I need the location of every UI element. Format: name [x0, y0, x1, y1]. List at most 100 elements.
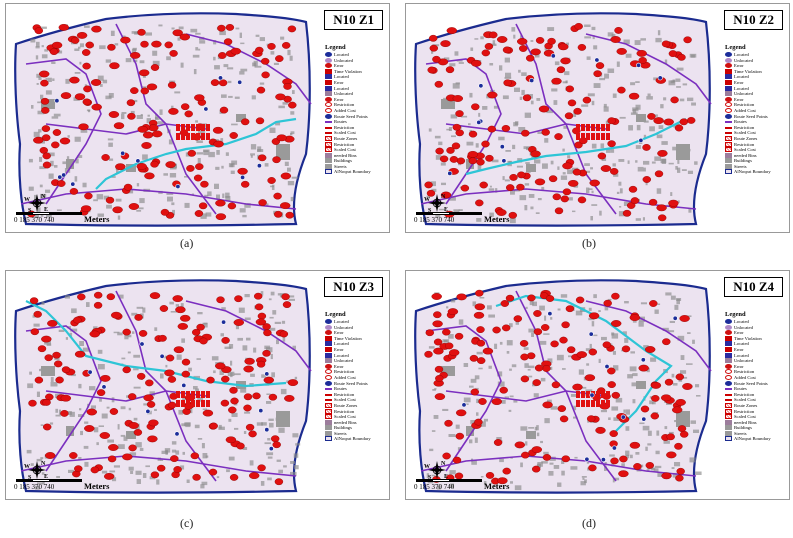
compass-south: S — [428, 475, 432, 481]
bin-cluster — [601, 391, 605, 398]
building — [554, 61, 560, 66]
building — [542, 163, 548, 169]
legend-item-label: Restriction — [334, 408, 355, 414]
bin-marker — [520, 375, 530, 383]
bin-marker — [240, 118, 250, 126]
building — [505, 150, 511, 152]
building — [489, 212, 494, 217]
bin-cluster — [606, 391, 610, 398]
legend-item-label: Scaled Cost — [734, 130, 756, 136]
building — [220, 333, 224, 337]
building — [41, 54, 48, 59]
building — [131, 312, 138, 316]
building — [73, 97, 80, 101]
legend-item-label: Route Seed Points — [734, 380, 768, 386]
building — [101, 470, 108, 474]
legend-item: AlNoqrat Boundary — [725, 436, 785, 442]
building — [487, 305, 492, 310]
bin-marker — [661, 472, 672, 480]
building — [639, 422, 645, 425]
bin-marker — [127, 112, 136, 120]
bin-marker — [478, 398, 487, 405]
purple-line-icon — [325, 121, 332, 124]
bin-marker — [145, 379, 154, 387]
building — [612, 350, 616, 355]
building — [604, 466, 607, 471]
building — [155, 114, 158, 120]
building — [512, 144, 516, 150]
seed-point — [61, 172, 67, 178]
gray-fill-icon — [725, 430, 732, 436]
building — [239, 32, 242, 38]
bin-marker — [429, 44, 438, 52]
bin-marker — [531, 465, 541, 473]
bin-marker — [74, 93, 86, 101]
bin-marker — [435, 147, 444, 155]
gray-fill-icon — [325, 163, 332, 169]
bin-marker — [560, 57, 571, 65]
building — [158, 24, 163, 27]
building — [664, 59, 668, 64]
building — [39, 166, 46, 170]
bin-marker — [96, 389, 106, 397]
building — [676, 86, 681, 88]
legend-item-label: Located — [334, 319, 349, 324]
building — [45, 189, 51, 193]
bin-marker — [452, 95, 463, 102]
building — [193, 386, 198, 390]
bin-marker — [262, 323, 271, 330]
legend-item: Error — [725, 330, 785, 336]
legend-item-label: Route Seed Points — [734, 113, 768, 119]
building — [269, 327, 276, 331]
bin-marker — [149, 292, 161, 299]
bin-marker — [597, 152, 607, 160]
building-block — [276, 411, 290, 427]
red-ring-icon — [725, 102, 732, 108]
bin-marker — [227, 202, 237, 210]
building-block — [126, 431, 136, 439]
compass-east: E — [444, 207, 448, 213]
building — [657, 30, 661, 36]
bin-marker — [134, 314, 143, 321]
building — [293, 453, 299, 458]
bin-marker — [496, 209, 507, 216]
bin-cluster — [196, 133, 200, 140]
building — [84, 461, 89, 467]
building — [117, 424, 120, 430]
legend-item: Streets — [325, 163, 385, 170]
building — [529, 300, 534, 306]
building — [428, 346, 435, 349]
bin-marker — [55, 376, 64, 384]
bin-marker — [30, 328, 39, 336]
bin-marker — [41, 125, 51, 133]
bin-marker — [470, 388, 480, 396]
building — [107, 439, 114, 443]
bin-cluster — [591, 400, 595, 407]
building — [131, 31, 138, 34]
building — [139, 60, 145, 64]
bin-cluster — [576, 133, 580, 140]
bin-marker — [147, 435, 158, 443]
building — [235, 27, 240, 30]
building — [667, 330, 675, 333]
compass-west: W — [424, 464, 430, 470]
building — [511, 364, 517, 368]
legend-item: Error — [325, 63, 385, 69]
bin-marker — [670, 96, 679, 104]
building — [497, 381, 505, 387]
bin-marker — [554, 207, 564, 215]
building — [201, 481, 208, 486]
building — [504, 179, 510, 182]
bin-marker — [456, 157, 466, 165]
building — [605, 120, 611, 126]
bin-marker — [435, 375, 444, 382]
building — [226, 67, 234, 70]
map-title: N10 Z2 — [724, 10, 783, 30]
building — [655, 450, 660, 455]
compass-west: W — [24, 464, 30, 470]
legend-item-label: Route Seed Points — [334, 113, 368, 119]
bin-marker — [648, 198, 658, 206]
bin-marker — [502, 46, 512, 54]
bin-marker — [518, 45, 528, 52]
bin-marker — [425, 329, 434, 337]
